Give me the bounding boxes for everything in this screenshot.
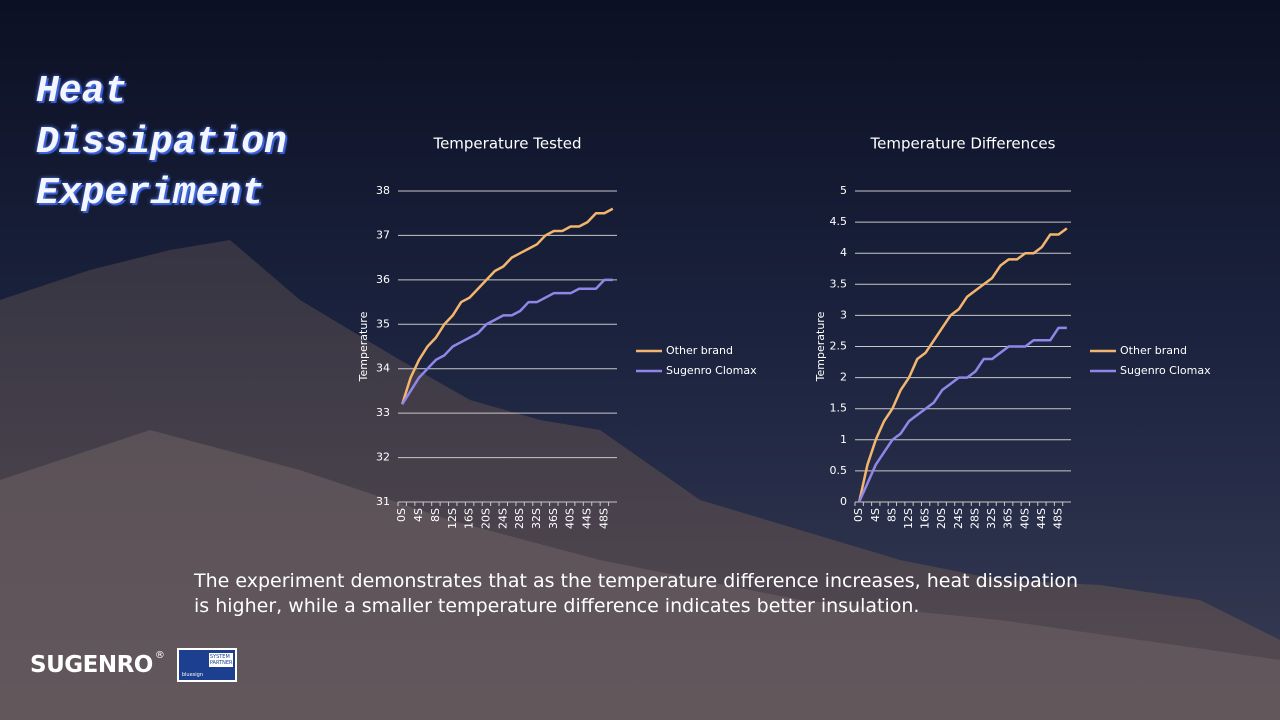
y-tick-label: 0.5 bbox=[830, 464, 848, 477]
legend-label: Sugenro Clomax bbox=[666, 364, 757, 377]
x-tick-label: 12S bbox=[446, 508, 459, 529]
y-tick-label: 5 bbox=[840, 184, 847, 197]
y-tick-label: 2.5 bbox=[830, 340, 848, 353]
heading: Heat Dissipation Experiment bbox=[36, 70, 287, 215]
x-tick-label: 16S bbox=[463, 508, 476, 529]
x-tick-label: 44S bbox=[1035, 508, 1048, 529]
x-tick-label: 36S bbox=[547, 508, 560, 529]
x-tick-label: 28S bbox=[968, 508, 981, 529]
x-tick-label: 8S bbox=[885, 508, 898, 522]
x-tick-label: 48S bbox=[597, 508, 610, 529]
y-axis-label: Temperature bbox=[814, 311, 827, 382]
brand: SUGENRO bbox=[30, 652, 153, 678]
caption: The experiment demonstrates that as the … bbox=[194, 570, 1079, 617]
x-tick-label: 32S bbox=[985, 508, 998, 529]
y-tick-label: 0 bbox=[840, 495, 847, 508]
y-tick-label: 38 bbox=[376, 184, 390, 197]
x-tick-label: 44S bbox=[581, 508, 594, 529]
x-tick-label: 48S bbox=[1052, 508, 1065, 529]
series-line bbox=[857, 227, 1068, 503]
x-tick-label: 16S bbox=[919, 508, 932, 529]
y-axis-label: Temperature bbox=[357, 311, 370, 382]
logo: SUGENRO ® SYSTEM PARTNER bluesign bbox=[30, 648, 237, 682]
x-tick-label: 40S bbox=[564, 508, 577, 529]
x-tick-label: 40S bbox=[1018, 508, 1031, 529]
y-tick-label: 1.5 bbox=[830, 402, 848, 415]
chart-title: Temperature Differences bbox=[870, 135, 1056, 153]
y-tick-label: 32 bbox=[376, 451, 390, 464]
x-tick-label: 4S bbox=[869, 508, 882, 522]
legend-label: Other brand bbox=[666, 344, 733, 357]
y-tick-label: 34 bbox=[376, 362, 390, 375]
y-tick-label: 35 bbox=[376, 317, 390, 330]
x-tick-label: 28S bbox=[513, 508, 526, 529]
x-tick-label: 0S bbox=[395, 508, 408, 522]
chart-title: Temperature Tested bbox=[432, 135, 581, 153]
x-tick-label: 0S bbox=[852, 508, 865, 522]
y-tick-label: 36 bbox=[376, 273, 390, 286]
y-tick-label: 2 bbox=[840, 371, 847, 384]
partner-line: SYSTEM PARTNER bbox=[208, 653, 233, 667]
legend-label: Other brand bbox=[1120, 344, 1187, 357]
y-tick-label: 4.5 bbox=[830, 215, 848, 228]
x-tick-label: 20S bbox=[479, 508, 492, 529]
x-tick-label: 24S bbox=[496, 508, 509, 529]
x-tick-label: 36S bbox=[1002, 508, 1015, 529]
y-tick-label: 33 bbox=[376, 406, 390, 419]
partner-badge: SYSTEM PARTNER bluesign bbox=[176, 648, 237, 682]
legend-label: Sugenro Clomax bbox=[1120, 364, 1211, 377]
x-tick-label: 12S bbox=[902, 508, 915, 529]
y-tick-label: 3 bbox=[840, 308, 847, 321]
partner-name: bluesign bbox=[181, 672, 203, 678]
x-tick-label: 20S bbox=[935, 508, 948, 529]
y-tick-label: 4 bbox=[840, 246, 847, 259]
series-line bbox=[401, 278, 613, 405]
x-tick-label: 4S bbox=[412, 508, 425, 522]
x-tick-label: 32S bbox=[530, 508, 543, 529]
x-tick-label: 8S bbox=[429, 508, 442, 522]
series-line bbox=[858, 326, 1067, 503]
x-tick-label: 24S bbox=[952, 508, 965, 529]
series-line bbox=[401, 207, 614, 405]
y-tick-label: 31 bbox=[376, 495, 390, 508]
registered-mark: ® bbox=[154, 649, 165, 661]
y-tick-label: 1 bbox=[840, 433, 847, 446]
y-tick-label: 37 bbox=[376, 228, 390, 241]
y-tick-label: 3.5 bbox=[830, 277, 848, 290]
